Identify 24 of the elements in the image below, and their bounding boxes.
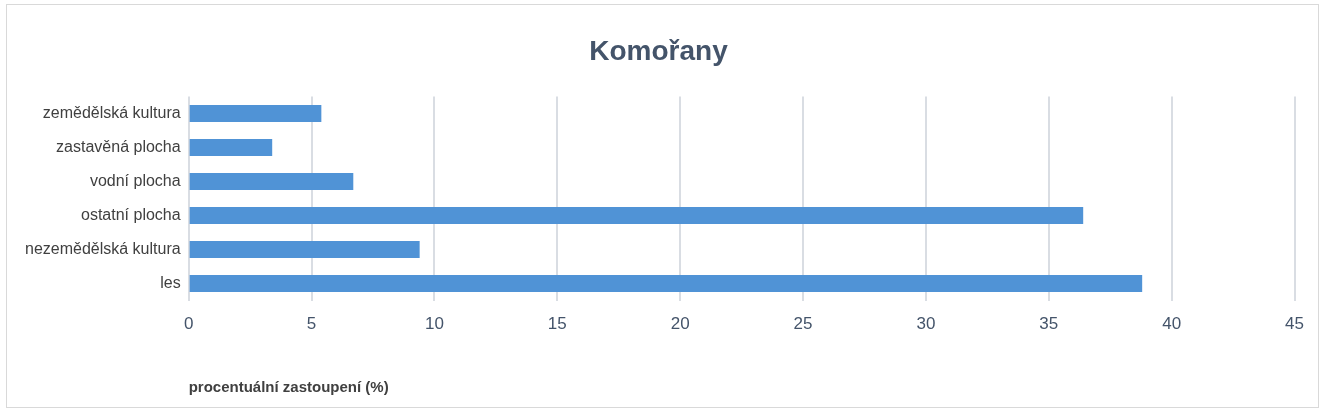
bar <box>189 207 1084 225</box>
x-axis-title: procentuální zastoupení (%) <box>188 378 389 396</box>
bar <box>189 275 1143 293</box>
y-tick-label: vodní plocha <box>89 172 181 190</box>
x-tick-label: 25 <box>793 314 813 334</box>
x-tick-label: 15 <box>547 314 567 334</box>
y-tick-label: ostatní plocha <box>81 206 181 224</box>
y-tick-label: zemědělská kultura <box>42 104 181 122</box>
x-tick-label: 10 <box>424 314 444 334</box>
bar <box>189 241 420 259</box>
x-tick-label: 40 <box>1162 314 1182 334</box>
chart-title: Komořany <box>589 34 729 66</box>
y-tick-label: zastavěná plocha <box>56 138 181 156</box>
x-tick-label: 0 <box>183 314 194 334</box>
y-tick-label: les <box>160 274 181 292</box>
x-tick-label: 20 <box>670 314 690 334</box>
bar <box>189 139 273 157</box>
y-tick-label: nezemědělská kultura <box>25 240 181 258</box>
x-tick-label: 45 <box>1285 314 1305 334</box>
x-tick-label: 35 <box>1039 314 1059 334</box>
x-tick-label: 5 <box>306 314 317 334</box>
bar <box>189 173 354 191</box>
x-tick-label: 30 <box>916 314 936 334</box>
bar <box>189 105 322 123</box>
